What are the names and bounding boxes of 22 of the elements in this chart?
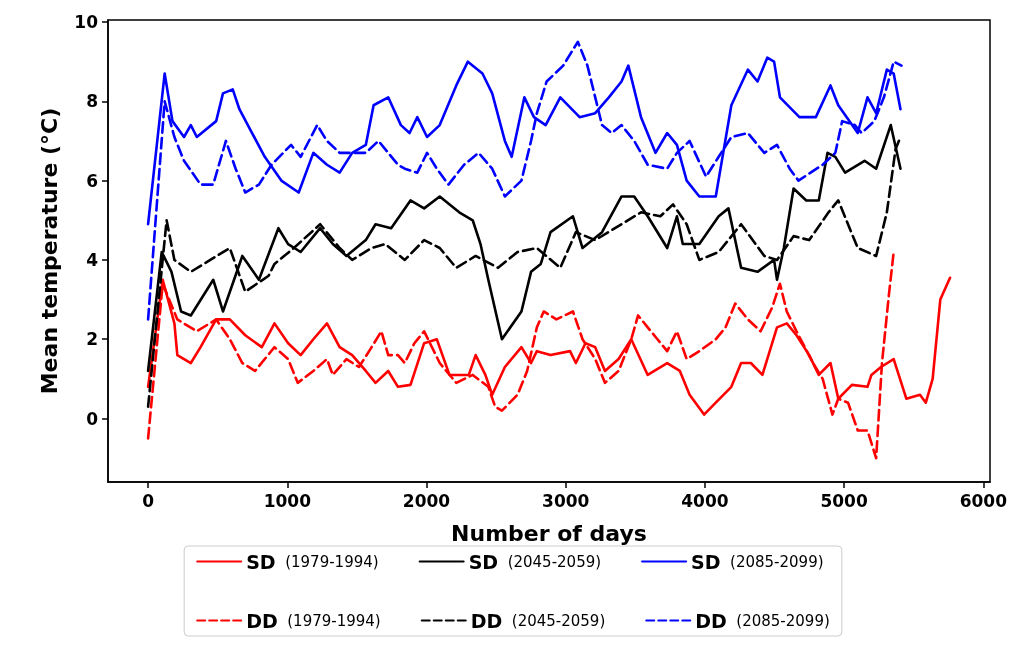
x-tick-label: 1000 [263, 490, 312, 511]
legend-label: SD (2085-2099) [691, 550, 824, 573]
x-tick-label: 3000 [542, 490, 590, 511]
y-tick-label: 0 [86, 408, 99, 429]
y-tick-label: 6 [86, 170, 98, 191]
y-tick-label: 8 [86, 91, 98, 112]
x-axis-title: Number of days [451, 520, 647, 546]
x-tick-label: 5000 [820, 490, 868, 511]
legend-label: SD (2045-2059) [468, 550, 602, 573]
legend-label: SD (1979-1994) [246, 550, 379, 573]
x-tick-label: 2000 [402, 490, 451, 511]
legend-label: DD (1979-1994) [246, 609, 381, 632]
y-tick-label: 4 [86, 249, 99, 270]
legend-label: DD (2045-2059) [470, 609, 606, 632]
y-axis-title: Mean temperature (°C) [36, 107, 62, 395]
legend-label: DD (2085-2099) [695, 609, 830, 632]
x-tick-label: 0 [142, 490, 155, 511]
y-tick-label: 2 [86, 329, 98, 350]
line-series [146, 40, 903, 321]
x-tick-label: 4000 [681, 490, 729, 511]
y-tick-label: 10 [74, 11, 99, 32]
x-tick-label: 6000 [959, 490, 1008, 511]
